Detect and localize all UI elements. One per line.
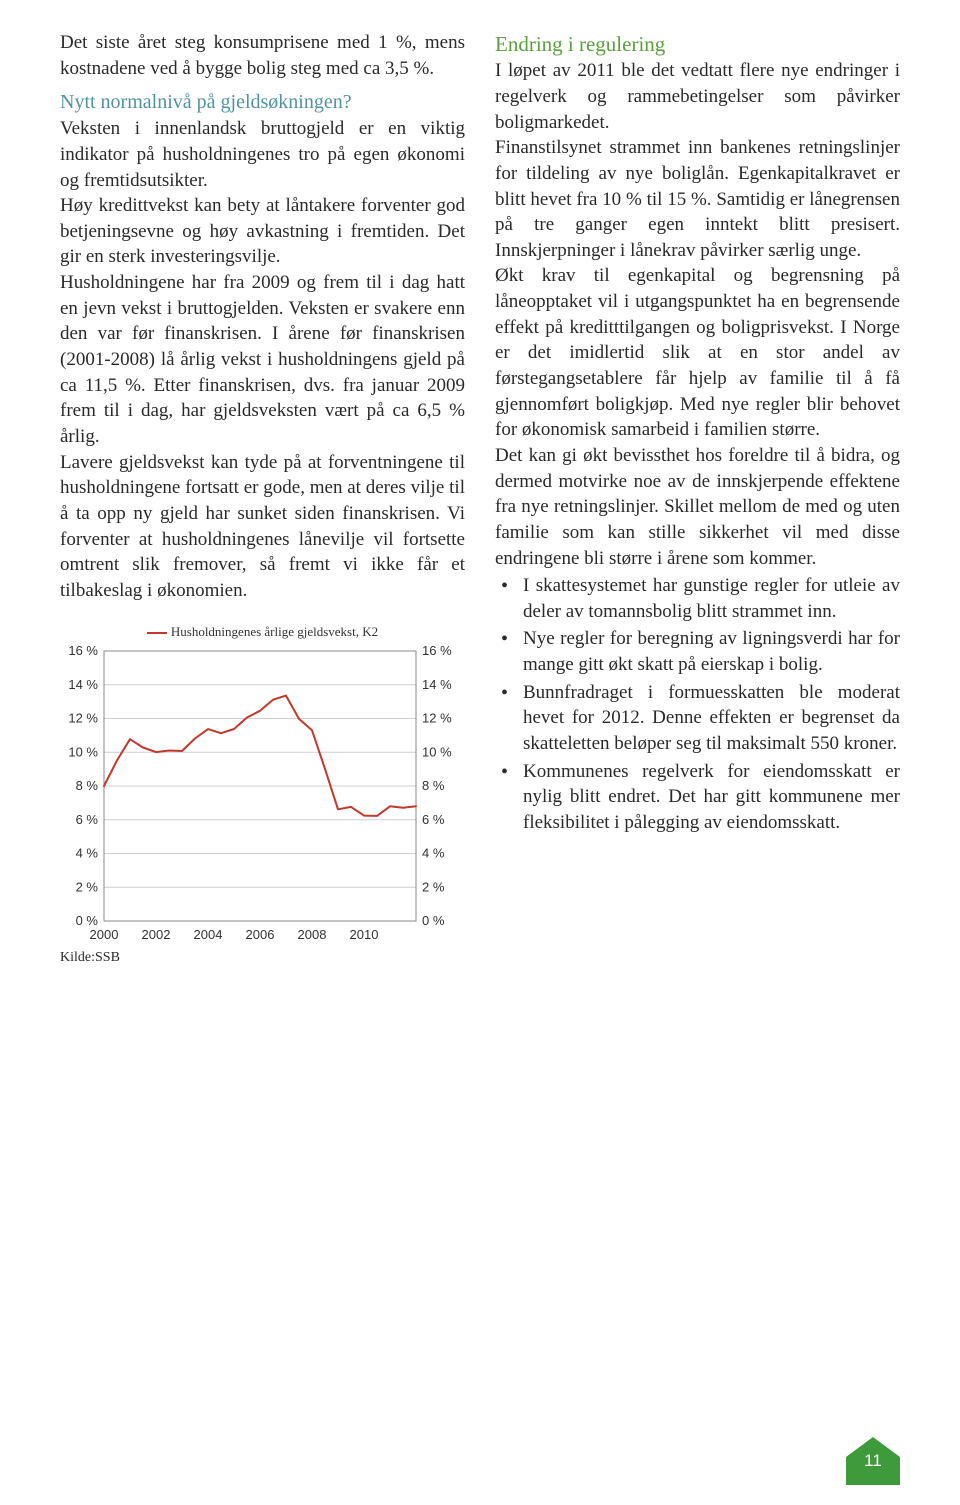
svg-text:12 %: 12 %	[68, 711, 98, 726]
svg-text:16 %: 16 %	[68, 645, 98, 658]
svg-text:4 %: 4 %	[422, 846, 445, 861]
list-item: I skattesystemet har gunstige regler for…	[495, 573, 900, 624]
svg-text:6 %: 6 %	[76, 812, 99, 827]
paragraph: Husholdningene har fra 2009 og frem til …	[60, 270, 465, 449]
paragraph: I løpet av 2011 ble det vedtatt flere ny…	[495, 58, 900, 135]
svg-text:16 %: 16 %	[422, 645, 452, 658]
paragraph: Det kan gi økt bevissthet hos foreldre t…	[495, 443, 900, 571]
chart-legend-text: Husholdningenes årlige gjeldsvekst, K2	[171, 624, 378, 639]
svg-text:8 %: 8 %	[422, 778, 445, 793]
svg-text:2002: 2002	[142, 927, 171, 942]
paragraph: Økt krav til egenkapital og begrensning …	[495, 263, 900, 442]
svg-text:10 %: 10 %	[68, 744, 98, 759]
svg-text:2004: 2004	[194, 927, 223, 942]
svg-text:2 %: 2 %	[76, 879, 99, 894]
svg-text:2 %: 2 %	[422, 879, 445, 894]
legend-line-icon	[147, 632, 167, 634]
bullet-list: I skattesystemet har gunstige regler for…	[495, 573, 900, 835]
page-number-badge: 11	[846, 1437, 900, 1485]
svg-text:2010: 2010	[350, 927, 379, 942]
list-item: Kommunenes regelverk for eiendomsskatt e…	[495, 759, 900, 836]
two-column-layout: Det siste året steg konsumprisene med 1 …	[60, 30, 900, 968]
chart-container: Husholdningenes årlige gjeldsvekst, K2 0…	[60, 623, 465, 967]
paragraph: Det siste året steg konsumprisene med 1 …	[60, 30, 465, 81]
paragraph: Veksten i innenlandsk bruttogjeld er en …	[60, 116, 465, 193]
svg-text:10 %: 10 %	[422, 744, 452, 759]
svg-text:2000: 2000	[90, 927, 119, 942]
line-chart: 0 % 0 % 2 % 2 % 4 % 4 % 6 % 6 % 8 % 8 % 10 % 10 % 12…	[60, 645, 460, 945]
svg-text:14 %: 14 %	[68, 677, 98, 692]
subheading-regulation: Endring i regulering	[495, 30, 900, 58]
svg-text:12 %: 12 %	[422, 711, 452, 726]
svg-text:0 %: 0 %	[422, 913, 445, 928]
svg-text:2006: 2006	[246, 927, 275, 942]
chart-legend: Husholdningenes årlige gjeldsvekst, K2	[60, 623, 465, 641]
svg-text:14 %: 14 %	[422, 677, 452, 692]
svg-text:0 %: 0 %	[76, 913, 99, 928]
page-number: 11	[846, 1451, 900, 1471]
paragraph: Høy kredittvekst kan bety at låntakere f…	[60, 193, 465, 270]
paragraph: Lavere gjeldsvekst kan tyde på at forven…	[60, 450, 465, 604]
right-column: Endring i regulering I løpet av 2011 ble…	[495, 30, 900, 838]
chart-source: Kilde:SSB	[60, 949, 465, 968]
svg-text:2008: 2008	[298, 927, 327, 942]
list-item: Bunnfradraget i formuesskatten ble moder…	[495, 680, 900, 757]
svg-text:8 %: 8 %	[76, 778, 99, 793]
paragraph: Finanstilsynet strammet inn bankenes ret…	[495, 135, 900, 263]
list-item: Nye regler for beregning av ligningsverd…	[495, 626, 900, 677]
left-column: Det siste året steg konsumprisene med 1 …	[60, 30, 465, 968]
svg-text:6 %: 6 %	[422, 812, 445, 827]
svg-text:4 %: 4 %	[76, 846, 99, 861]
subheading-debt-growth: Nytt normalnivå på gjeldsøkningen?	[60, 89, 465, 116]
